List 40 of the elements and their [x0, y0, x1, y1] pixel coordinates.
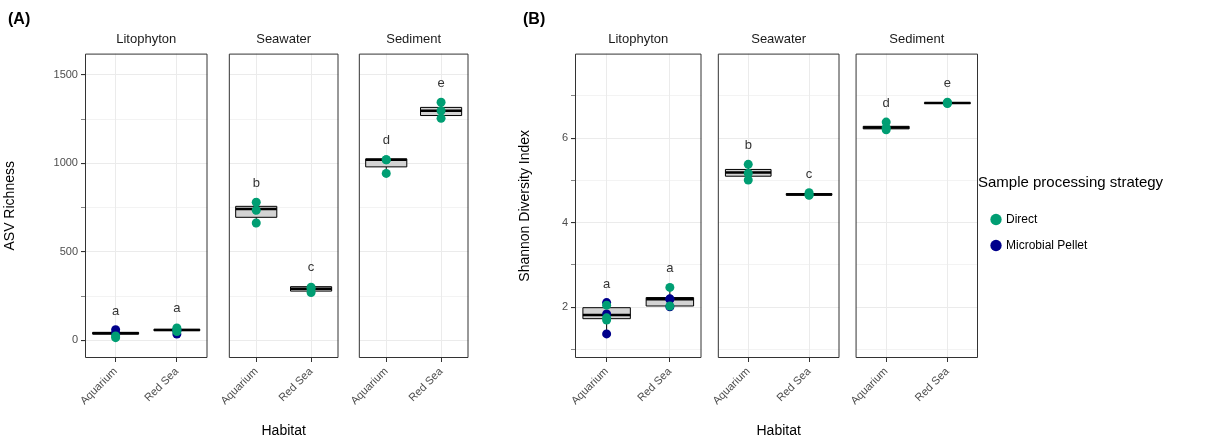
legend-title: Sample processing strategy	[978, 173, 1164, 191]
x-tick-label: Red Sea	[773, 364, 814, 404]
y-tick-label: 6	[561, 131, 568, 144]
x-axis-title: Habitat	[756, 421, 801, 438]
annotation: a	[173, 300, 182, 316]
y-axis-title: Shannon Diversity Index	[516, 129, 533, 282]
chart-title: Litophyton	[608, 31, 669, 47]
legend-label: Microbial Pellet	[1006, 237, 1089, 252]
x-tick-label: Red Sea	[405, 364, 446, 404]
x-tick-label: Red Sea	[912, 364, 952, 404]
annotation: d	[882, 95, 890, 111]
annotation: e	[437, 75, 445, 91]
annotation: a	[666, 260, 675, 276]
y-tick-label: 0	[71, 333, 78, 346]
annotation: b	[744, 137, 752, 153]
chart-title: Litophyton	[116, 31, 177, 47]
chart-title: Seawater	[256, 31, 312, 47]
chart-title: Seawater	[751, 31, 807, 47]
annotation: c	[805, 165, 813, 181]
y-tick-label: 2	[561, 300, 568, 313]
annotation: d	[382, 131, 390, 147]
x-tick-label: Red Sea	[141, 364, 182, 404]
y-tick-label: 1000	[53, 156, 78, 169]
chart-title: Sediment	[889, 31, 945, 47]
y-tick-label: 4	[561, 215, 568, 228]
text: (A)	[8, 10, 31, 28]
x-tick-label: Red Sea	[634, 364, 675, 404]
chart-title: Sediment	[386, 31, 442, 47]
annotation: b	[252, 175, 260, 191]
annotation: c	[307, 259, 315, 275]
y-tick-label: 500	[59, 244, 78, 257]
annotation: e	[943, 75, 952, 91]
y-axis-title: ASV Richness	[1, 161, 18, 251]
text: (B)	[523, 10, 546, 28]
y-tick-label: 1500	[53, 67, 78, 80]
annotation: a	[112, 302, 121, 318]
x-tick-label: Red Sea	[275, 364, 316, 404]
annotation: a	[603, 275, 612, 291]
x-axis-title: Habitat	[261, 421, 306, 438]
legend-label: Direct	[1006, 211, 1038, 226]
